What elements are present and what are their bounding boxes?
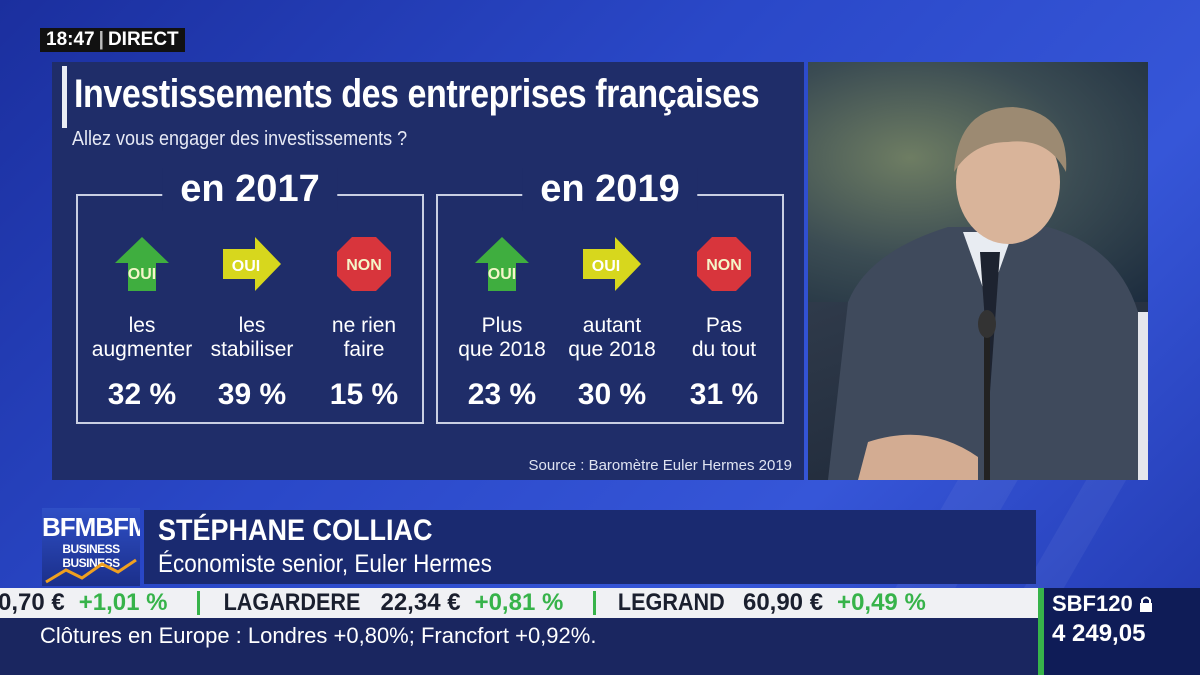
- red-stop-octagon-icon: NON: [666, 234, 782, 294]
- source-note: Source : Baromètre Euler Hermes 2019: [528, 457, 792, 474]
- ticker-price: 60,90 €: [742, 589, 824, 616]
- option-percent: 39 %: [217, 378, 287, 411]
- infographic-panel: Investissements des entreprises français…: [52, 62, 804, 480]
- infographic-title: Investissements des entreprises français…: [74, 72, 760, 116]
- label-line: du tout: [691, 338, 757, 361]
- yellow-right-arrow-icon: OUI: [194, 234, 310, 294]
- group-year: en 2017: [162, 168, 338, 211]
- label-line: Pas: [705, 314, 743, 337]
- option-badge: OUI: [128, 266, 156, 283]
- label-line: augmenter: [91, 338, 193, 361]
- group-2019: en 2019 OUI Plus que 2018 23 % OUI autant…: [436, 168, 784, 424]
- index-accent-bar: [1038, 588, 1044, 675]
- green-up-arrow-icon: OUI: [84, 234, 200, 294]
- option-percent: 23 %: [467, 378, 537, 411]
- option-badge: OUI: [232, 258, 260, 275]
- option-increase: OUI les augmenter 32 %: [84, 234, 200, 412]
- option-label: Pas du tout: [666, 314, 782, 364]
- label-line: les: [128, 314, 156, 337]
- lock-icon: [1139, 596, 1152, 612]
- label-line: autant: [582, 314, 642, 337]
- label-line: ne rien: [331, 314, 397, 337]
- index-header: SBF120: [1052, 591, 1153, 617]
- index-name: SBF120: [1052, 591, 1133, 616]
- guest-name-bar: STÉPHANE COLLIAC Économiste senior, Eule…: [144, 510, 1036, 584]
- live-clock: 18:47 | DIRECT: [40, 28, 185, 52]
- ticker-divider: [197, 591, 201, 615]
- bfm-business-logo: BFMBFM BUSINESS BUSINESS: [42, 508, 140, 586]
- yellow-right-arrow-icon: OUI: [554, 234, 670, 294]
- ticker-item: LAGARDERE 22,34 € +0,81 %: [197, 589, 563, 617]
- ticker-change: +0,49 %: [837, 589, 926, 616]
- guest-role: Économiste senior, Euler Hermes: [158, 550, 492, 578]
- option-stabilize: OUI les stabiliser 39 %: [194, 234, 310, 412]
- ticker-divider: [593, 591, 597, 615]
- ticker-symbol: LAGARDERE: [224, 589, 361, 616]
- chart-line-icon: [45, 558, 137, 584]
- label-line: faire: [343, 338, 385, 361]
- option-more: OUI Plus que 2018 23 %: [444, 234, 560, 412]
- option-percent: 30 %: [577, 378, 647, 411]
- label-line: les: [238, 314, 266, 337]
- guest-name: STÉPHANE COLLIAC: [158, 514, 433, 547]
- title-accent-bar: [62, 66, 67, 128]
- label-line: Plus: [481, 314, 523, 337]
- ticker-change: +1,01 %: [78, 589, 168, 616]
- option-nothing: NON ne rien faire 15 %: [306, 234, 422, 412]
- guest-silhouette: [828, 107, 1138, 480]
- live-label: DIRECT: [107, 29, 179, 50]
- option-label: Plus que 2018: [444, 314, 560, 364]
- stock-ticker: 0,70 € +1,01 % LAGARDERE 22,34 € +0,81 %…: [0, 588, 1038, 618]
- guest-video-feed: [808, 62, 1148, 480]
- option-percent: 15 %: [329, 378, 399, 411]
- option-not-at-all: NON Pas du tout 31 %: [666, 234, 782, 412]
- option-badge: OUI: [592, 258, 620, 275]
- index-value: 4 249,05: [1052, 620, 1146, 647]
- option-badge: OUI: [488, 266, 516, 283]
- ticker-item: 0,70 € +1,01 %: [0, 589, 167, 617]
- option-label: les augmenter: [84, 314, 200, 364]
- option-badge: NON: [706, 257, 742, 274]
- index-box: SBF120 4 249,05: [1038, 588, 1200, 675]
- option-percent: 32 %: [107, 378, 177, 411]
- ticker-symbol: LEGRAND: [618, 589, 726, 616]
- option-label: autant que 2018: [554, 314, 670, 364]
- green-up-arrow-icon: OUI: [444, 234, 560, 294]
- logo-text-top: BFMBFM: [42, 512, 140, 542]
- group-year: en 2019: [522, 168, 698, 211]
- group-2017: en 2017 OUI les augmenter 32 % OUI les sta…: [76, 168, 424, 424]
- ticker-price: 0,70 €: [0, 589, 65, 616]
- label-line: stabiliser: [210, 338, 294, 361]
- clock-time: 18:47: [46, 29, 95, 50]
- ticker-change: +0,81 %: [474, 589, 564, 616]
- label-line: que 2018: [568, 338, 656, 361]
- option-label: ne rien faire: [306, 314, 422, 364]
- ticker-price: 22,34 €: [380, 589, 461, 616]
- infographic-subtitle: Allez vous engager des investissements ?: [72, 128, 408, 150]
- option-same: OUI autant que 2018 30 %: [554, 234, 670, 412]
- news-crawl: Clôtures en Europe : Londres +0,80%; Fra…: [0, 618, 1038, 675]
- clock-separator: |: [98, 29, 104, 50]
- option-label: les stabiliser: [194, 314, 310, 364]
- ticker-item: LEGRAND 60,90 € +0,49 %: [593, 589, 926, 617]
- red-stop-octagon-icon: NON: [306, 234, 422, 294]
- label-line: que 2018: [458, 338, 546, 361]
- option-badge: NON: [346, 257, 382, 274]
- option-percent: 31 %: [689, 378, 759, 411]
